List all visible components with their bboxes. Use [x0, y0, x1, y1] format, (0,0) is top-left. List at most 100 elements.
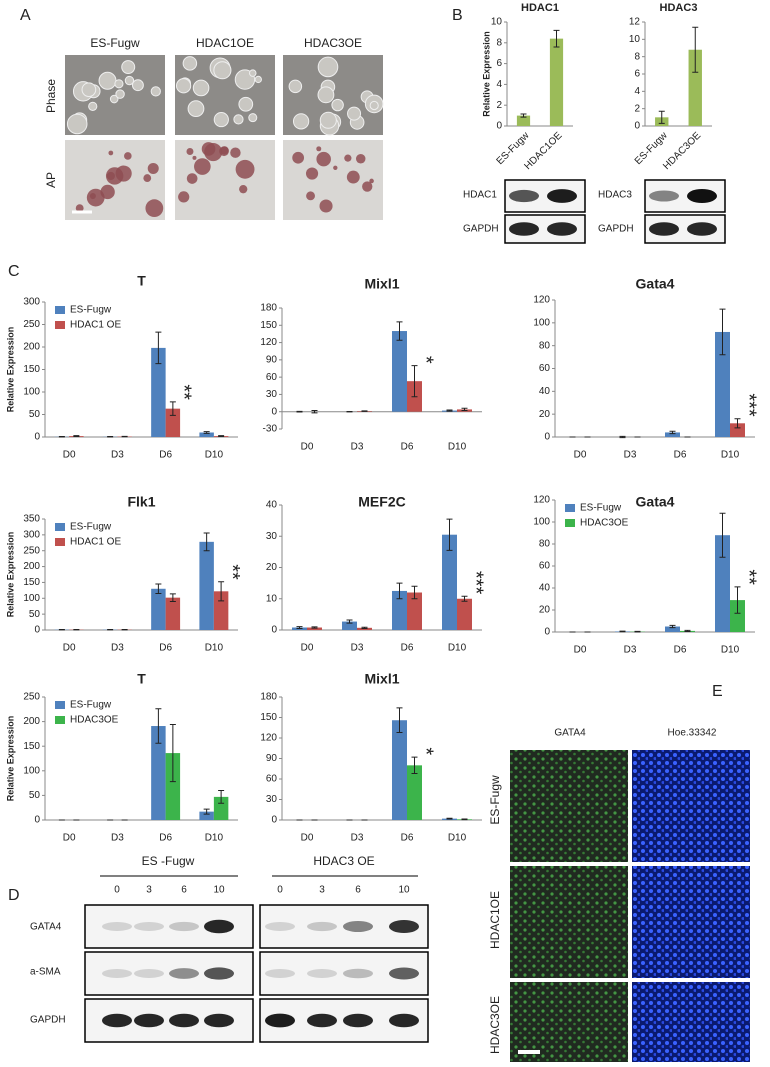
y-tick-label: 60 — [539, 363, 551, 374]
y-tick-label: 50 — [29, 609, 41, 620]
colony — [319, 111, 337, 129]
colony — [344, 154, 352, 162]
error-bar — [203, 431, 210, 434]
bar — [457, 598, 472, 630]
colony — [239, 185, 248, 194]
x-tick-label: D10 — [721, 450, 740, 461]
legend-swatch — [55, 716, 65, 724]
colony — [86, 188, 105, 207]
colony — [306, 191, 316, 201]
y-tick-label: 100 — [533, 317, 550, 328]
row-label: GATA4 — [30, 922, 62, 933]
colony — [108, 150, 114, 156]
y-tick-label: 180 — [260, 692, 277, 703]
y-tick-label: 200 — [23, 561, 40, 572]
band — [204, 919, 234, 934]
x-tick-label: D0 — [301, 442, 314, 453]
colony — [254, 75, 262, 84]
lane-label: 6 — [181, 885, 187, 896]
error-bar — [346, 619, 353, 624]
error-bar — [218, 435, 225, 438]
error-bar — [218, 789, 225, 804]
y-tick-label: 200 — [23, 716, 40, 727]
error-bar — [361, 626, 368, 629]
panel-label: C — [8, 263, 20, 280]
x-tick-label: D10 — [448, 833, 467, 844]
colony — [333, 165, 338, 170]
x-tick-label: D6 — [401, 442, 414, 453]
error-bar — [446, 817, 453, 820]
y-tick-label: 60 — [266, 774, 278, 785]
colony — [131, 79, 144, 92]
y-tick-label: 80 — [539, 539, 551, 550]
x-tick-label: D0 — [574, 645, 587, 656]
band — [547, 189, 577, 203]
error-bar — [669, 624, 676, 629]
colony — [147, 162, 159, 174]
significance: * — [415, 356, 437, 364]
significance: ** — [738, 569, 760, 585]
colony — [143, 174, 152, 182]
error-bar — [155, 708, 162, 744]
error-bar — [411, 365, 418, 398]
hoechst-image — [632, 750, 750, 862]
significance: ** — [173, 384, 195, 400]
x-tick-label: D10 — [205, 643, 224, 654]
y-tick-label: 150 — [260, 320, 277, 331]
error-bar — [296, 626, 303, 629]
error-bar — [411, 585, 418, 600]
error-bar — [155, 331, 162, 365]
chart-title: Mixl1 — [364, 276, 399, 292]
legend-label: HDAC3OE — [70, 715, 119, 726]
error-bar — [520, 113, 527, 118]
y-tick-label: 0 — [544, 627, 550, 638]
y-tick-label: 150 — [23, 577, 40, 588]
band — [169, 921, 199, 932]
colony — [248, 113, 258, 123]
error-bar — [553, 29, 560, 48]
y-tick-label: 8 — [496, 37, 502, 48]
error-bar — [719, 308, 726, 356]
bar — [665, 432, 680, 437]
y-tick-label: 0 — [34, 815, 40, 826]
group-label: HDAC3 OE — [313, 854, 374, 868]
colony — [235, 159, 255, 179]
error-bar — [692, 26, 699, 73]
y-tick-label: 60 — [539, 561, 551, 572]
y-tick-label: 10 — [629, 34, 641, 45]
column-header: HDAC1OE — [196, 36, 254, 50]
y-tick-label: 90 — [266, 753, 278, 764]
significance: *** — [738, 393, 760, 417]
column-header: GATA4 — [554, 728, 586, 739]
band — [687, 222, 717, 236]
y-tick-label: 150 — [23, 741, 40, 752]
y-tick-label: 4 — [634, 86, 640, 97]
colony — [230, 147, 241, 158]
y-tick-label: 30 — [266, 531, 278, 542]
band — [307, 921, 337, 932]
y-tick-label: 80 — [539, 340, 551, 351]
bar — [715, 535, 730, 632]
row-header: Phase — [44, 79, 58, 113]
x-tick-label: D6 — [401, 643, 414, 654]
colony — [75, 204, 84, 213]
blot-label: GAPDH — [463, 224, 499, 235]
bar — [213, 591, 229, 630]
x-tick-label: D10 — [205, 450, 224, 461]
y-tick-label: 2 — [634, 103, 640, 114]
band — [102, 1013, 132, 1028]
legend-swatch — [55, 321, 65, 329]
y-tick-label: 100 — [23, 765, 40, 776]
band — [265, 969, 295, 978]
row-header: AP — [44, 172, 58, 188]
row-label: a-SMA — [30, 967, 61, 978]
y-tick-label: 0 — [634, 121, 640, 132]
band — [389, 967, 419, 980]
bar — [688, 49, 702, 126]
y-tick-label: 250 — [23, 692, 40, 703]
colony — [145, 199, 164, 218]
band — [343, 921, 373, 932]
x-tick-label: D0 — [63, 450, 76, 461]
x-tick-label: D6 — [674, 450, 687, 461]
bar — [151, 726, 166, 820]
